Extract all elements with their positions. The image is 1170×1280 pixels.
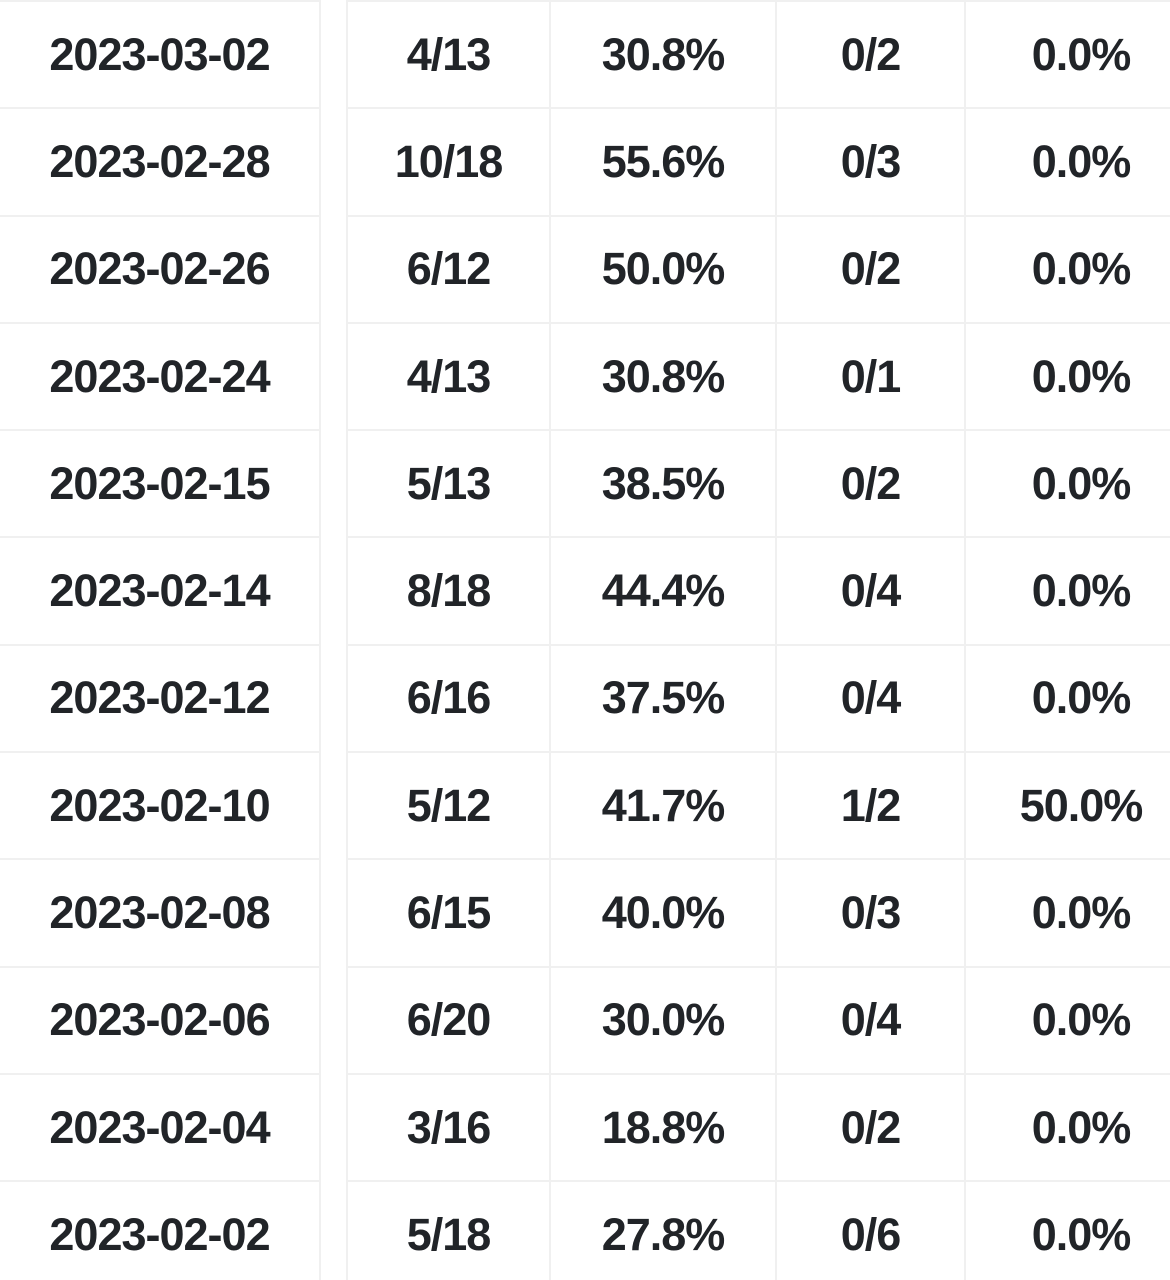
- stats-columns-panel[interactable]: 4/13 30.8% 0/2 0.0% 10/18 55.6% 0/3 0.0% 6/12 50.…: [346, 0, 1170, 1280]
- cell-made_attempted_2: 0/4: [775, 645, 964, 754]
- cell-made_attempted: 3/16: [348, 1075, 549, 1183]
- cell-date: 2023-02-24: [0, 324, 319, 432]
- cell-made_attempted_2: 0/3: [775, 109, 964, 217]
- cell-made_attempted: 8/18: [348, 538, 549, 646]
- cell-date: 2023-03-02: [0, 2, 319, 110]
- cell-made_attempted: 5/13: [348, 431, 549, 539]
- cell-date: 2023-02-02: [0, 1182, 319, 1280]
- cell-made_attempted_2: 1/2: [775, 753, 964, 861]
- cell-made_attempted: 10/18: [348, 109, 549, 217]
- cell-percentage_2: 0.0%: [964, 216, 1170, 324]
- cell-percentage_2: 0.0%: [964, 323, 1170, 432]
- cell-made_attempted_2: 0/4: [775, 538, 964, 646]
- cell-percentage: 37.5%: [549, 645, 775, 754]
- cell-percentage: 18.8%: [549, 1074, 775, 1183]
- cell-percentage_2: 0.0%: [964, 967, 1170, 1075]
- cell-percentage_2: 0.0%: [964, 2, 1170, 110]
- cell-percentage: 30.8%: [549, 323, 775, 432]
- cell-percentage_2: 0.0%: [964, 109, 1170, 217]
- cell-date: 2023-02-10: [0, 753, 319, 861]
- cell-date: 2023-02-28: [0, 109, 319, 217]
- cell-made_attempted: 6/20: [348, 968, 549, 1075]
- cell-percentage_2: 0.0%: [964, 860, 1170, 968]
- cell-made_attempted: 6/15: [348, 860, 549, 968]
- cell-date: 2023-02-26: [0, 217, 319, 324]
- cell-made_attempted: 5/18: [348, 1182, 549, 1280]
- cell-made_attempted: 5/12: [348, 753, 549, 861]
- cell-percentage: 38.5%: [549, 431, 775, 539]
- cell-date: 2023-02-04: [0, 1075, 319, 1183]
- cell-made_attempted_2: 0/4: [775, 967, 964, 1075]
- cell-date: 2023-02-08: [0, 860, 319, 968]
- cell-percentage_2: 0.0%: [964, 538, 1170, 646]
- cell-percentage_2: 0.0%: [964, 1074, 1170, 1183]
- cell-made_attempted: 6/12: [348, 217, 549, 324]
- cell-made_attempted: 6/16: [348, 646, 549, 754]
- cell-percentage: 44.4%: [549, 538, 775, 646]
- cell-made_attempted: 4/13: [348, 324, 549, 432]
- cell-percentage: 55.6%: [549, 109, 775, 217]
- cell-date: 2023-02-14: [0, 538, 319, 646]
- cell-made_attempted_2: 0/3: [775, 860, 964, 968]
- cell-made_attempted_2: 0/2: [775, 2, 964, 110]
- cell-percentage: 40.0%: [549, 860, 775, 968]
- cell-made_attempted_2: 0/2: [775, 216, 964, 324]
- cell-percentage: 30.0%: [549, 967, 775, 1075]
- cell-percentage_2: 50.0%: [964, 753, 1170, 861]
- cell-percentage: 30.8%: [549, 2, 775, 110]
- cell-made_attempted_2: 0/6: [775, 1182, 964, 1280]
- date-column-panel: 2023-03-02 2023-02-28 2023-02-26 2023-02-24…: [0, 0, 321, 1280]
- cell-made_attempted_2: 0/1: [775, 323, 964, 432]
- cell-percentage_2: 0.0%: [964, 1182, 1170, 1280]
- cell-date: 2023-02-15: [0, 431, 319, 539]
- cell-percentage: 50.0%: [549, 216, 775, 324]
- cell-percentage_2: 0.0%: [964, 431, 1170, 539]
- cell-date: 2023-02-06: [0, 968, 319, 1075]
- cell-percentage: 27.8%: [549, 1182, 775, 1280]
- cell-made_attempted: 4/13: [348, 2, 549, 110]
- cell-percentage: 41.7%: [549, 753, 775, 861]
- cell-date: 2023-02-12: [0, 646, 319, 754]
- cell-percentage_2: 0.0%: [964, 645, 1170, 754]
- cell-made_attempted_2: 0/2: [775, 1074, 964, 1183]
- cell-made_attempted_2: 0/2: [775, 431, 964, 539]
